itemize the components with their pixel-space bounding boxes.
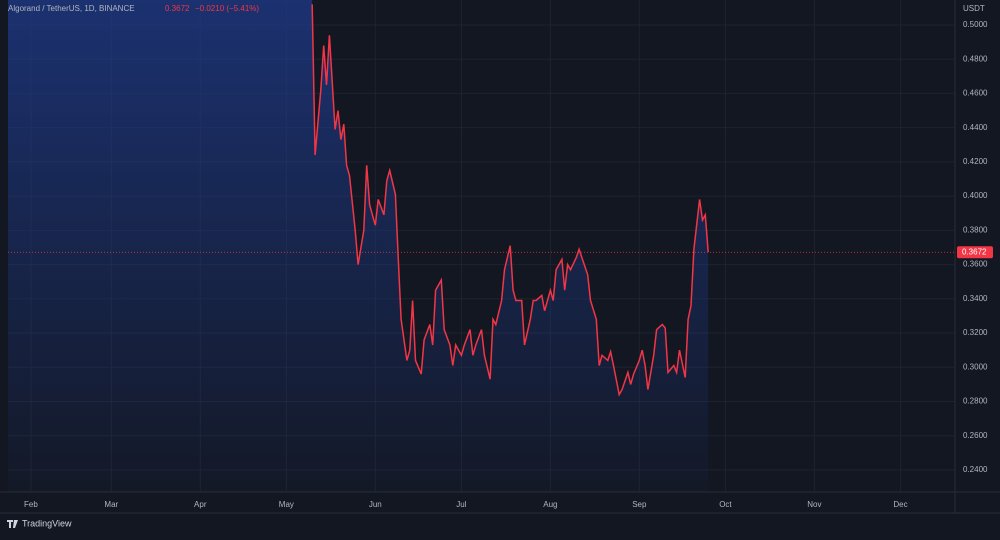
- y-tick-label: 0.4800: [963, 54, 988, 63]
- y-tick-label: 0.2600: [963, 431, 988, 440]
- y-tick-label: 0.3000: [963, 362, 988, 371]
- x-tick-label: Feb: [24, 500, 38, 509]
- y-tick-label: 0.4000: [963, 191, 988, 200]
- brand-logo: [7, 520, 18, 528]
- y-axis-label: USDT: [963, 4, 985, 13]
- y-tick-label: 0.4200: [963, 157, 988, 166]
- y-tick-label: 0.4400: [963, 123, 988, 132]
- header-change: −0.0210 (−5.41%): [195, 4, 259, 13]
- y-tick-label: 0.3600: [963, 260, 988, 269]
- x-tick-label: Dec: [893, 500, 907, 509]
- last-price-label: 0.3672: [962, 247, 987, 256]
- brand: TradingView: [22, 518, 72, 528]
- x-tick-label: Aug: [543, 500, 557, 509]
- x-tick-label: Jul: [456, 500, 466, 509]
- price-line: [311, 4, 709, 397]
- x-tick-label: May: [279, 500, 294, 509]
- area-fill: [8, 0, 709, 492]
- y-tick-label: 0.3200: [963, 328, 988, 337]
- x-tick-label: Jun: [369, 500, 382, 509]
- x-tick-label: Nov: [807, 500, 821, 509]
- plot: [8, 0, 955, 492]
- x-tick-label: Apr: [194, 500, 207, 509]
- y-tick-label: 0.4600: [963, 89, 988, 98]
- chart-title: Algorand / TetherUS, 1D, BINANCE: [8, 4, 135, 13]
- y-tick-label: 0.3800: [963, 225, 988, 234]
- x-tick-label: Sep: [632, 500, 647, 509]
- x-tick-label: Mar: [104, 500, 118, 509]
- y-tick-label: 0.3400: [963, 294, 988, 303]
- header-price: 0.3672: [165, 4, 190, 13]
- y-tick-label: 0.5000: [963, 20, 988, 29]
- last-price-tag: [957, 246, 993, 259]
- x-tick-label: Oct: [719, 500, 732, 509]
- y-tick-label: 0.2400: [963, 465, 988, 474]
- y-tick-label: 0.2800: [963, 397, 988, 406]
